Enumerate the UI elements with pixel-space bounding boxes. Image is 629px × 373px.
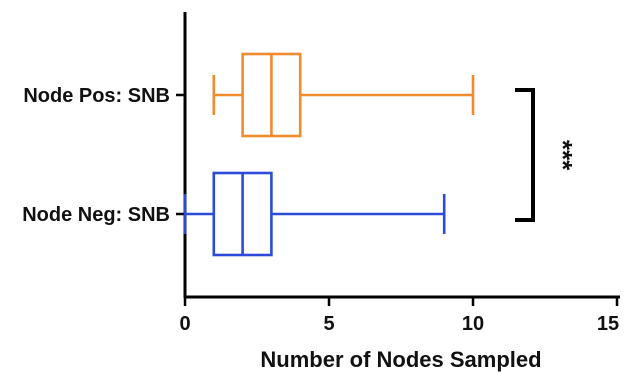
x-tick-label-5: 5 bbox=[323, 313, 334, 335]
box-plot-boxes bbox=[183, 52, 475, 257]
category-label-node-neg: Node Neg: SNB bbox=[22, 204, 170, 226]
significance-label: *** bbox=[548, 140, 578, 171]
category-label-node-pos: Node Pos: SNB bbox=[23, 85, 170, 107]
x-tick-label-0: 0 bbox=[179, 313, 190, 335]
x-tick-label-10: 10 bbox=[462, 313, 484, 335]
x-tick-label-15: 15 bbox=[597, 313, 619, 335]
significance-bracket bbox=[515, 88, 535, 222]
x-axis-title: Number of Nodes Sampled bbox=[260, 347, 541, 372]
